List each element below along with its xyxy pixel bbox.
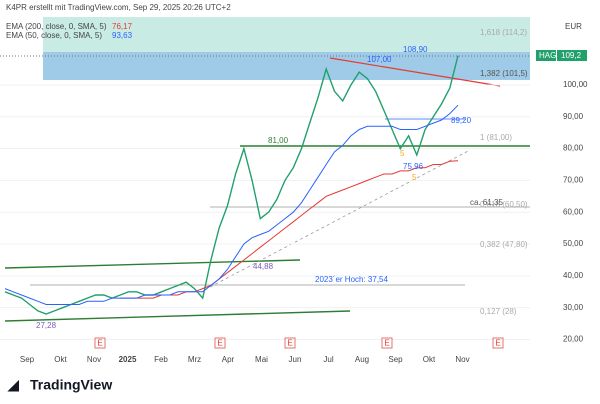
y-tick-label: 30,00 [563, 303, 584, 312]
price-tag [557, 50, 587, 61]
event-box [94, 337, 106, 349]
annotation: 0,382 (47,80) [480, 240, 528, 249]
event-box [214, 337, 226, 349]
fib-zone-lower [43, 52, 530, 80]
symbol-tag [536, 50, 556, 61]
annotation: 107,00 [367, 55, 392, 64]
event-marker: E [495, 339, 500, 348]
y-tick-label: 90,00 [563, 112, 584, 121]
annotation: 0,618 (60,50) [480, 200, 528, 209]
brand-logo: ◢ [7, 377, 19, 393]
series-line [4, 55, 459, 315]
event-box [381, 337, 393, 349]
x-tick-label: Mai [255, 355, 268, 364]
legend-name: EMA (200, close, 0, SMA, 5) [6, 22, 107, 31]
y-tick-label: 60,00 [563, 207, 584, 216]
series-line [120, 160, 459, 299]
series-line [4, 104, 459, 305]
annotation: ca. 61,35 [470, 198, 503, 207]
event-marker: E [287, 339, 292, 348]
drawings [0, 55, 530, 322]
event-box [492, 337, 504, 349]
annotation: 1 (81,00) [480, 133, 512, 142]
symbol: HAG [539, 51, 556, 60]
legend-name: EMA (50, close, 0, SMA, 5) [6, 31, 102, 40]
fib-zone-upper [43, 17, 530, 52]
x-tick-label: Feb [154, 355, 168, 364]
y-tick-label: 80,00 [563, 144, 584, 153]
annotation: 89,20 [451, 116, 472, 125]
x-tick-label: Okt [423, 355, 436, 364]
x-tick-label: 2025 [119, 355, 137, 364]
legend-value: 76,17 [112, 22, 133, 31]
x-tick-label: Nov [87, 355, 101, 364]
currency: EUR [565, 22, 582, 31]
annotation: 44,88 [253, 262, 274, 271]
y-tick-label: 50,00 [563, 239, 584, 248]
last-price: 109,2 [561, 51, 582, 60]
event-marker: E [384, 339, 389, 348]
x-tick-label: Sep [20, 355, 35, 364]
legend-value: 93,63 [112, 31, 133, 40]
x-tick-label: Nov [455, 355, 469, 364]
x-tick-label: Mrz [188, 355, 201, 364]
y-tick-label: 20,00 [563, 335, 584, 344]
event-marker: E [97, 339, 102, 348]
event-box [284, 337, 296, 349]
x-tick-label: Jul [323, 355, 333, 364]
y-tick-label: 70,00 [563, 176, 584, 185]
x-tick-label: Aug [355, 355, 369, 364]
event-marker: E [217, 339, 222, 348]
x-tick-label: Apr [222, 355, 235, 364]
credit: K4PR erstellt mit TradingView.com, Sep 2… [6, 3, 231, 12]
x-tick-label: Okt [54, 355, 67, 364]
annotation: 75,96 [403, 162, 424, 171]
annotation: 2023´er Hoch: 37,54 [315, 275, 388, 284]
x-tick-label: Sep [388, 355, 403, 364]
y-tick-label: 100,00 [563, 80, 588, 89]
annotation: 27,28 [36, 321, 57, 330]
annotation: 1,618 (114,2) [480, 28, 527, 37]
annotation: 5 [400, 149, 405, 158]
x-tick-label: Jun [289, 355, 302, 364]
brand: TradingView [30, 377, 112, 393]
y-tick-label: 40,00 [563, 271, 584, 280]
annotation: 5 [412, 173, 417, 182]
annotation: 108,90 [403, 45, 428, 54]
annotation: 0,127 (28) [480, 307, 517, 316]
annotation: 81,00 [268, 136, 289, 145]
annotation: 1,382 (101,5) [480, 69, 528, 78]
